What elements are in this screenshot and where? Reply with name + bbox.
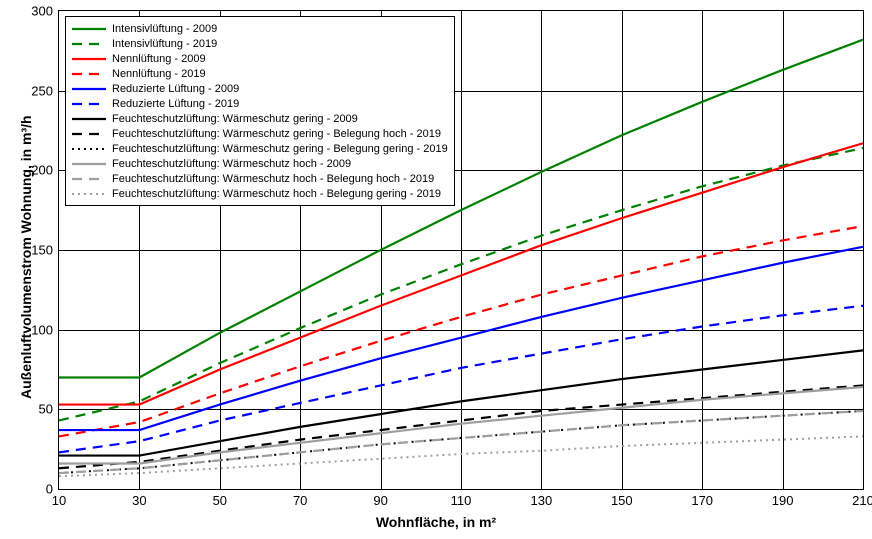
series-line bbox=[59, 306, 863, 453]
x-tick-label: 170 bbox=[691, 493, 713, 508]
legend-label: Nennlüftung - 2009 bbox=[112, 52, 206, 66]
x-tick-label: 90 bbox=[373, 493, 387, 508]
x-tick-label: 70 bbox=[293, 493, 307, 508]
legend-label: Feuchteschutzlüftung: Wärmeschutz hoch -… bbox=[112, 172, 434, 186]
legend-label: Feuchteschutzlüftung: Wärmeschutz gering… bbox=[112, 112, 358, 126]
legend-swatch bbox=[72, 143, 106, 155]
legend-swatch bbox=[72, 38, 106, 50]
legend-label: Intensivlüftung - 2009 bbox=[112, 22, 217, 36]
legend-label: Intensivlüftung - 2019 bbox=[112, 37, 217, 51]
x-tick-label: 150 bbox=[611, 493, 633, 508]
y-tick-label: 250 bbox=[31, 83, 53, 98]
legend-label: Feuchteschutzlüftung: Wärmeschutz hoch -… bbox=[112, 157, 351, 171]
legend-swatch bbox=[72, 83, 106, 95]
legend-item: Feuchteschutzlüftung: Wärmeschutz gering… bbox=[72, 141, 448, 156]
legend-item: Nennlüftung - 2019 bbox=[72, 66, 448, 81]
legend-swatch bbox=[72, 98, 106, 110]
legend: Intensivlüftung - 2009Intensivlüftung - … bbox=[65, 16, 455, 206]
x-tick-label: 10 bbox=[52, 493, 66, 508]
legend-swatch bbox=[72, 173, 106, 185]
x-tick-label: 130 bbox=[531, 493, 553, 508]
x-axis-label: Wohnfläche, in m² bbox=[0, 514, 872, 530]
y-tick-label: 300 bbox=[31, 4, 53, 19]
legend-swatch bbox=[72, 113, 106, 125]
plot-area: Intensivlüftung - 2009Intensivlüftung - … bbox=[58, 10, 864, 490]
legend-item: Feuchteschutzlüftung: Wärmeschutz hoch -… bbox=[72, 156, 448, 171]
y-tick-label: 200 bbox=[31, 163, 53, 178]
legend-label: Feuchteschutzlüftung: Wärmeschutz gering… bbox=[112, 127, 441, 141]
legend-item: Feuchteschutzlüftung: Wärmeschutz gering… bbox=[72, 126, 448, 141]
legend-label: Feuchteschutzlüftung: Wärmeschutz gering… bbox=[112, 142, 448, 156]
legend-label: Nennlüftung - 2019 bbox=[112, 67, 206, 81]
series-line bbox=[59, 387, 863, 463]
legend-item: Feuchteschutzlüftung: Wärmeschutz gering… bbox=[72, 111, 448, 126]
x-tick-label: 190 bbox=[772, 493, 794, 508]
legend-swatch bbox=[72, 188, 106, 200]
legend-label: Reduzierte Lüftung - 2009 bbox=[112, 82, 239, 96]
legend-item: Feuchteschutzlüftung: Wärmeschutz hoch -… bbox=[72, 186, 448, 201]
chart-container: Intensivlüftung - 2009Intensivlüftung - … bbox=[0, 0, 872, 539]
legend-swatch bbox=[72, 53, 106, 65]
series-line bbox=[59, 247, 863, 430]
y-axis-label: Außenluftvolumenstrom Wohnung, in m³/h bbox=[18, 115, 34, 399]
legend-label: Reduzierte Lüftung - 2019 bbox=[112, 97, 239, 111]
legend-item: Nennlüftung - 2009 bbox=[72, 51, 448, 66]
legend-swatch bbox=[72, 23, 106, 35]
legend-item: Reduzierte Lüftung - 2019 bbox=[72, 96, 448, 111]
x-tick-label: 30 bbox=[132, 493, 146, 508]
series-line bbox=[59, 385, 863, 468]
y-tick-label: 150 bbox=[31, 243, 53, 258]
legend-label: Feuchteschutzlüftung: Wärmeschutz hoch -… bbox=[112, 187, 441, 201]
x-tick-label: 50 bbox=[213, 493, 227, 508]
series-line bbox=[59, 350, 863, 455]
legend-item: Feuchteschutzlüftung: Wärmeschutz hoch -… bbox=[72, 171, 448, 186]
legend-swatch bbox=[72, 128, 106, 140]
x-tick-label: 210 bbox=[852, 493, 872, 508]
y-tick-label: 50 bbox=[39, 402, 53, 417]
legend-item: Intensivlüftung - 2009 bbox=[72, 21, 448, 36]
legend-swatch bbox=[72, 68, 106, 80]
legend-item: Reduzierte Lüftung - 2009 bbox=[72, 81, 448, 96]
y-tick-label: 0 bbox=[46, 482, 53, 497]
legend-item: Intensivlüftung - 2019 bbox=[72, 36, 448, 51]
series-line bbox=[59, 226, 863, 436]
legend-swatch bbox=[72, 158, 106, 170]
x-tick-label: 110 bbox=[451, 493, 472, 508]
y-tick-label: 100 bbox=[31, 322, 53, 337]
